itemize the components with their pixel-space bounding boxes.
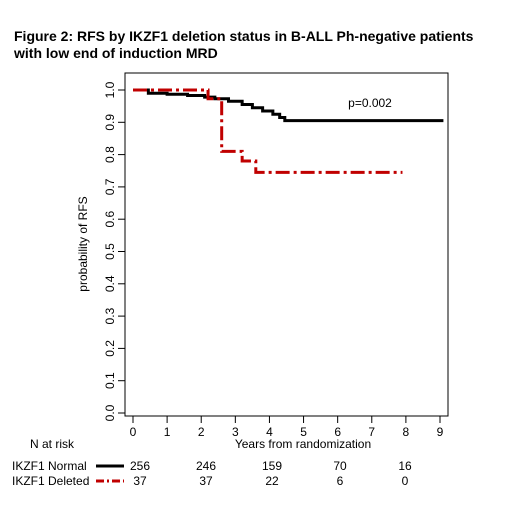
y-tick-label: 0.6 [103,211,117,228]
risk-count: 70 [333,459,347,473]
y-tick-label: 0.3 [103,307,117,324]
risk-count: 0 [402,474,409,488]
x-axis-label: Years from randomization [235,437,371,451]
risk-table-header: N at risk [30,437,75,451]
x-tick-label: 6 [334,425,341,439]
risk-count: 159 [262,459,282,473]
chart-title: Figure 2: RFS by IKZF1 deletion status i… [14,28,514,62]
x-tick-label: 7 [368,425,375,439]
x-tick-label: 9 [437,425,444,439]
p-value-annotation: p=0.002 [348,96,392,110]
x-tick-label: 8 [403,425,410,439]
risk-count: 6 [337,474,344,488]
chart-title-line-1: Figure 2: RFS by IKZF1 deletion status i… [14,28,474,44]
y-axis-label: probability of RFS [76,196,90,291]
x-axis: 0 1 2 3 4 5 6 7 8 9 [130,416,444,439]
x-tick-label: 4 [266,425,273,439]
y-tick-label: 0.5 [103,243,117,260]
plot-frame [124,72,449,417]
x-tick-label: 1 [164,425,171,439]
risk-count: 22 [265,474,279,488]
y-tick-label: 0.1 [103,372,117,389]
x-tick-label: 0 [130,425,137,439]
y-tick-label: 0.8 [103,146,117,163]
risk-count: 37 [133,474,147,488]
y-tick-label: 0.7 [103,178,117,195]
y-tick-label: 1.0 [103,81,117,98]
survival-curves [133,88,444,174]
y-tick-label: 0.9 [103,114,117,131]
risk-row-label: IKZF1 Normal [12,459,87,473]
risk-count: 37 [199,474,213,488]
x-tick-label: 2 [198,425,205,439]
risk-count: 16 [398,459,412,473]
chart-title-line-2: with low end of induction MRD [14,45,218,61]
series-line-ikzf1-normal [133,88,444,123]
risk-count: 256 [130,459,150,473]
risk-count: 246 [196,459,216,473]
y-axis: 0.0 0.1 0.2 0.3 0.4 0.5 0.6 0.7 0.8 0.9 1.0 [103,81,125,421]
y-tick-label: 0.0 [103,404,117,421]
risk-table: IKZF1 Normal 256 246 159 70 16 IKZF1 Deleted 37… [12,459,412,488]
series-line-ikzf1-deleted [133,88,403,174]
x-tick-label: 5 [300,425,307,439]
y-tick-label: 0.4 [103,275,117,292]
y-tick-label: 0.2 [103,340,117,357]
risk-row-label: IKZF1 Deleted [12,474,89,488]
x-tick-label: 3 [232,425,239,439]
